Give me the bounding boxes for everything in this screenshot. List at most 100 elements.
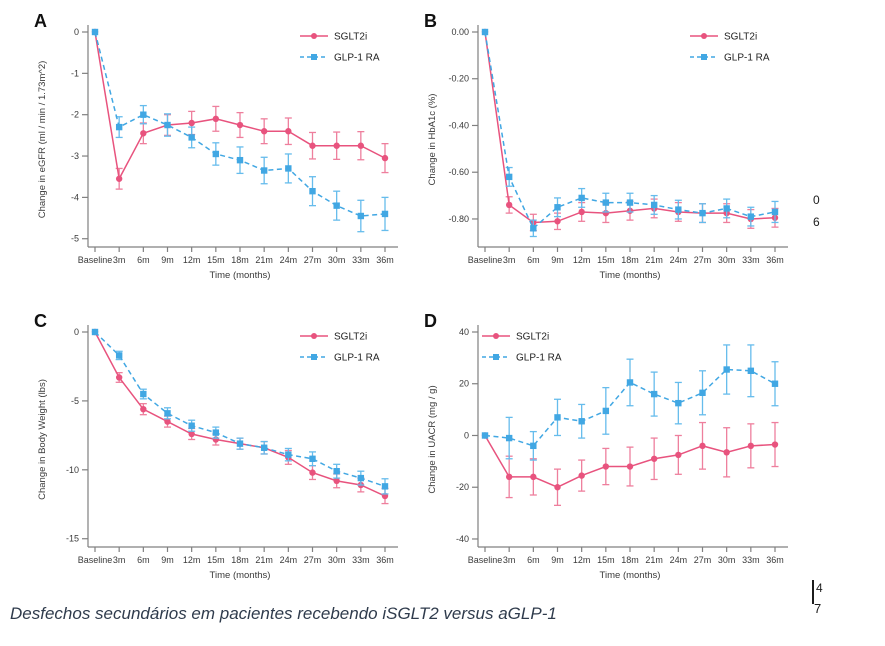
svg-text:-0.60: -0.60: [448, 167, 469, 177]
svg-text:15m: 15m: [207, 255, 225, 265]
svg-text:36m: 36m: [376, 555, 394, 565]
svg-text:0.00: 0.00: [451, 27, 469, 37]
svg-text:Baseline: Baseline: [468, 255, 503, 265]
svg-text:Time (months): Time (months): [600, 570, 661, 581]
series-glp-1-ra: [91, 328, 389, 495]
svg-text:6m: 6m: [527, 555, 540, 565]
legend-item: [690, 33, 718, 39]
svg-text:-0.40: -0.40: [448, 120, 469, 130]
svg-text:Baseline: Baseline: [78, 555, 113, 565]
svg-text:-1: -1: [71, 68, 79, 78]
svg-text:GLP-1 RA: GLP-1 RA: [724, 53, 770, 64]
svg-text:SGLT2i: SGLT2i: [724, 32, 757, 43]
svg-text:Change in HbA1c (%): Change in HbA1c (%): [427, 94, 438, 186]
svg-text:15m: 15m: [597, 555, 615, 565]
svg-text:3m: 3m: [503, 255, 516, 265]
svg-text:9m: 9m: [161, 255, 174, 265]
svg-text:Change in eGFR (ml / min / 1.7: Change in eGFR (ml / min / 1.73m^2): [37, 61, 48, 219]
svg-text:Time (months): Time (months): [600, 270, 661, 281]
svg-text:18m: 18m: [621, 255, 639, 265]
svg-text:36m: 36m: [376, 255, 394, 265]
svg-text:21m: 21m: [645, 255, 663, 265]
panel-d-uacr-chart: 40 20 0 -20 -40 Baseline 3m 6m 9m 12m 15m 18m 21m 24m…: [424, 311, 788, 581]
svg-text:3m: 3m: [113, 555, 126, 565]
svg-text:-2: -2: [71, 110, 79, 120]
panel-c-bodyweight-chart: 0 -5 -10 -15 Baseline 3m 6m 9m 12m 15m 18m 21m 24m 27…: [34, 311, 398, 581]
svg-text:9m: 9m: [551, 555, 564, 565]
svg-text:30m: 30m: [718, 555, 736, 565]
clipped-edge-text: 7: [814, 601, 822, 616]
svg-text:SGLT2i: SGLT2i: [334, 32, 367, 43]
svg-text:-10: -10: [66, 465, 79, 475]
svg-text:0: 0: [74, 27, 79, 37]
svg-text:-5: -5: [71, 234, 79, 244]
svg-text:B: B: [424, 11, 437, 31]
svg-text:24m: 24m: [280, 255, 298, 265]
svg-text:-20: -20: [456, 482, 469, 492]
svg-text:36m: 36m: [766, 555, 784, 565]
svg-text:3m: 3m: [113, 255, 126, 265]
svg-text:A: A: [34, 11, 47, 31]
svg-text:6m: 6m: [137, 555, 150, 565]
svg-text:0: 0: [464, 430, 469, 440]
svg-text:27m: 27m: [694, 255, 712, 265]
svg-text:24m: 24m: [670, 255, 688, 265]
series-glp-1-ra: [481, 344, 779, 461]
svg-text:24m: 24m: [280, 555, 298, 565]
panel-b-hba1c-chart: 0.00 -0.20 -0.40 -0.60 -0.80 Baseline 3m 6m 9m 12…: [424, 11, 788, 281]
svg-text:6m: 6m: [137, 255, 150, 265]
svg-text:C: C: [34, 311, 47, 331]
clipped-edge-text: 0: [813, 193, 820, 207]
panel-a-egfr-chart: 0 -1 -2 -3 -4 -5 Baseline 3m 6m 9m 12m 15m 18m 21m 24m…: [34, 11, 398, 281]
svg-text:15m: 15m: [207, 555, 225, 565]
svg-text:12m: 12m: [183, 255, 201, 265]
svg-text:Change in Body Weight (lbs): Change in Body Weight (lbs): [37, 379, 48, 500]
svg-text:18m: 18m: [231, 555, 249, 565]
svg-text:9m: 9m: [161, 555, 174, 565]
svg-text:-0.20: -0.20: [448, 74, 469, 84]
legend-item: [690, 54, 718, 60]
svg-text:30m: 30m: [328, 255, 346, 265]
svg-text:Time (months): Time (months): [210, 570, 271, 581]
clipped-edge-text: 6: [813, 215, 820, 229]
svg-text:D: D: [424, 311, 437, 331]
svg-text:21m: 21m: [255, 255, 273, 265]
svg-text:0: 0: [74, 327, 79, 337]
axes: [472, 325, 788, 552]
svg-text:GLP-1 RA: GLP-1 RA: [334, 353, 380, 364]
svg-text:18m: 18m: [231, 255, 249, 265]
svg-text:Baseline: Baseline: [78, 255, 113, 265]
svg-text:12m: 12m: [573, 555, 591, 565]
svg-text:21m: 21m: [255, 555, 273, 565]
svg-text:33m: 33m: [742, 255, 760, 265]
svg-text:-15: -15: [66, 534, 79, 544]
svg-text:30m: 30m: [718, 255, 736, 265]
svg-text:33m: 33m: [352, 255, 370, 265]
svg-text:24m: 24m: [670, 555, 688, 565]
svg-text:27m: 27m: [304, 555, 322, 565]
svg-text:40: 40: [459, 327, 469, 337]
series-glp-1-ra: [481, 28, 779, 238]
svg-text:-0.80: -0.80: [448, 214, 469, 224]
legend-item: [300, 354, 328, 360]
svg-text:30m: 30m: [328, 555, 346, 565]
legend-item: [482, 354, 510, 360]
legend-item: [482, 333, 510, 339]
edge-vertical-bar: [812, 580, 814, 604]
svg-text:-4: -4: [71, 192, 79, 202]
svg-text:12m: 12m: [573, 255, 591, 265]
svg-text:-40: -40: [456, 534, 469, 544]
svg-text:36m: 36m: [766, 255, 784, 265]
svg-text:3m: 3m: [503, 555, 516, 565]
legend-item: [300, 54, 328, 60]
svg-text:6m: 6m: [527, 255, 540, 265]
figure-caption: Desfechos secundários em pacientes receb…: [10, 604, 557, 623]
svg-text:9m: 9m: [551, 255, 564, 265]
svg-text:-3: -3: [71, 151, 79, 161]
series-sglt2i: [91, 28, 389, 190]
series-glp-1-ra: [91, 28, 389, 233]
series-sglt2i: [481, 421, 779, 506]
svg-text:12m: 12m: [183, 555, 201, 565]
svg-text:SGLT2i: SGLT2i: [334, 332, 367, 343]
